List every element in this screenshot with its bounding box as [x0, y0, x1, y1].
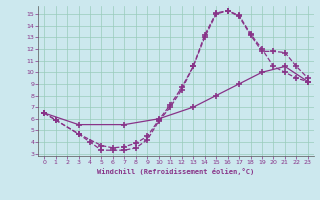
X-axis label: Windchill (Refroidissement éolien,°C): Windchill (Refroidissement éolien,°C): [97, 168, 255, 175]
